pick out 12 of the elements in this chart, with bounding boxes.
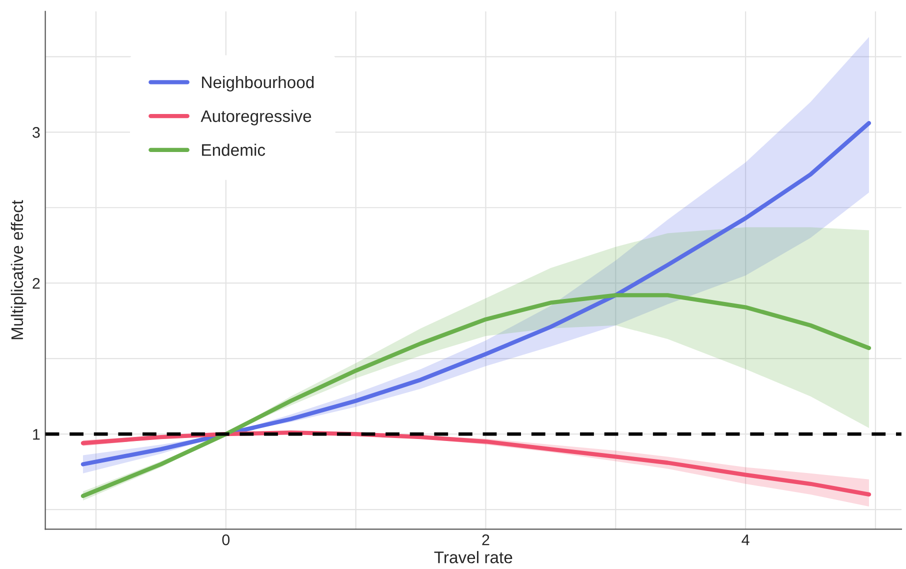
x-axis-title: Travel rate xyxy=(434,551,512,564)
legend-label: Neighbourhood xyxy=(202,76,314,92)
y-tick-label: 1 xyxy=(33,429,40,440)
y-tick-label: 3 xyxy=(32,127,40,138)
x-tick-label: 2 xyxy=(482,534,490,546)
x-tick-label: 0 xyxy=(222,534,230,546)
y-tick-label: 2 xyxy=(32,278,40,289)
line-series xyxy=(80,293,872,498)
legend-label: Endemic xyxy=(202,144,266,156)
x-tick-label: 4 xyxy=(742,534,750,546)
legend-label: Autoregressive xyxy=(200,110,312,126)
y-axis-title: Multiplicative effect xyxy=(10,200,26,340)
